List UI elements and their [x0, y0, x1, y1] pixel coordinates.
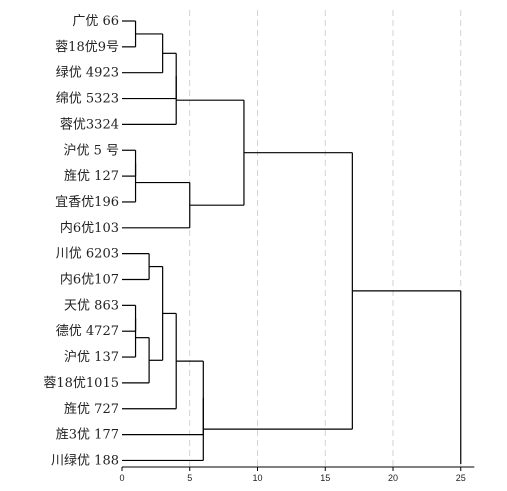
leaf-label: 沪优 137 — [64, 349, 119, 365]
x-tick-label: 0 — [119, 473, 124, 483]
leaf-label: 沪优 5 号 — [63, 142, 119, 158]
x-tick-label: 25 — [456, 473, 466, 483]
x-tick-label: 5 — [187, 473, 192, 483]
dendrogram-links — [122, 20, 462, 464]
leaf-label: 蓉18优1015 — [43, 376, 119, 391]
leaf-label: 旌优 727 — [64, 402, 119, 417]
leaf-label: 绵优 5323 — [56, 92, 119, 107]
x-axis: 0 5 10 15 20 25 — [119, 466, 475, 483]
x-tick-label: 20 — [388, 473, 398, 483]
leaf-label: 内6优107 — [60, 272, 119, 288]
leaf-label: 宜香优196 — [55, 195, 119, 210]
leaf-label: 内6优103 — [60, 220, 119, 236]
leaf-label: 旌优 127 — [64, 169, 119, 184]
grid-lines — [189, 10, 462, 467]
x-tick-label: 15 — [320, 473, 330, 483]
leaf-label: 旌3优 177 — [56, 428, 119, 443]
leaf-label: 绿优 4923 — [56, 66, 119, 81]
x-tick-label: 10 — [252, 473, 262, 483]
leaf-label: 天优 863 — [64, 298, 119, 313]
leaf-label: 蓉优3324 — [60, 117, 119, 132]
leaf-label: 广优 66 — [72, 14, 119, 29]
leaf-label: 蓉18优9号 — [55, 40, 119, 55]
leaf-label: 德优 4727 — [56, 324, 119, 339]
leaf-label: 川优 6203 — [56, 247, 119, 262]
leaf-label: 川绿优 188 — [51, 453, 119, 468]
